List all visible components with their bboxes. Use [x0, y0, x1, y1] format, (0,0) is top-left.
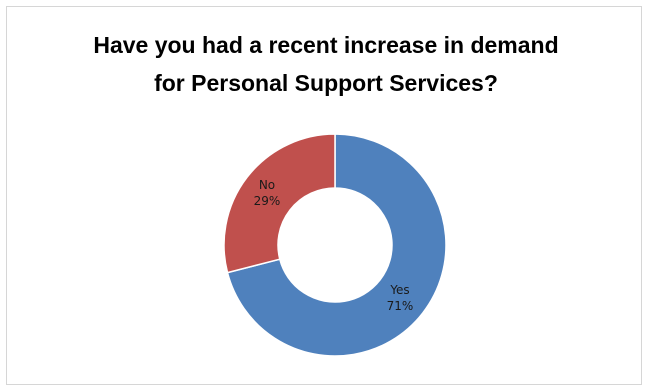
- chart-title-line-1: Have you had a recent increase in demand: [93, 32, 559, 58]
- chart-title-line-2: for Personal Support Services?: [154, 70, 498, 96]
- slice-label-no-value: 29%: [254, 194, 281, 208]
- slice-label-yes-category: Yes: [389, 283, 409, 297]
- donut-labels: No 29% Yes 71%: [254, 178, 414, 313]
- chart-title: Have you had a recent increase in demand…: [0, 26, 652, 102]
- slice-label-no-category: No: [259, 178, 275, 192]
- donut-slice-yes: [226, 133, 447, 357]
- donut-slices: [223, 133, 447, 357]
- donut-slice-no: [223, 133, 336, 274]
- slice-label-yes-value: 71%: [387, 299, 414, 313]
